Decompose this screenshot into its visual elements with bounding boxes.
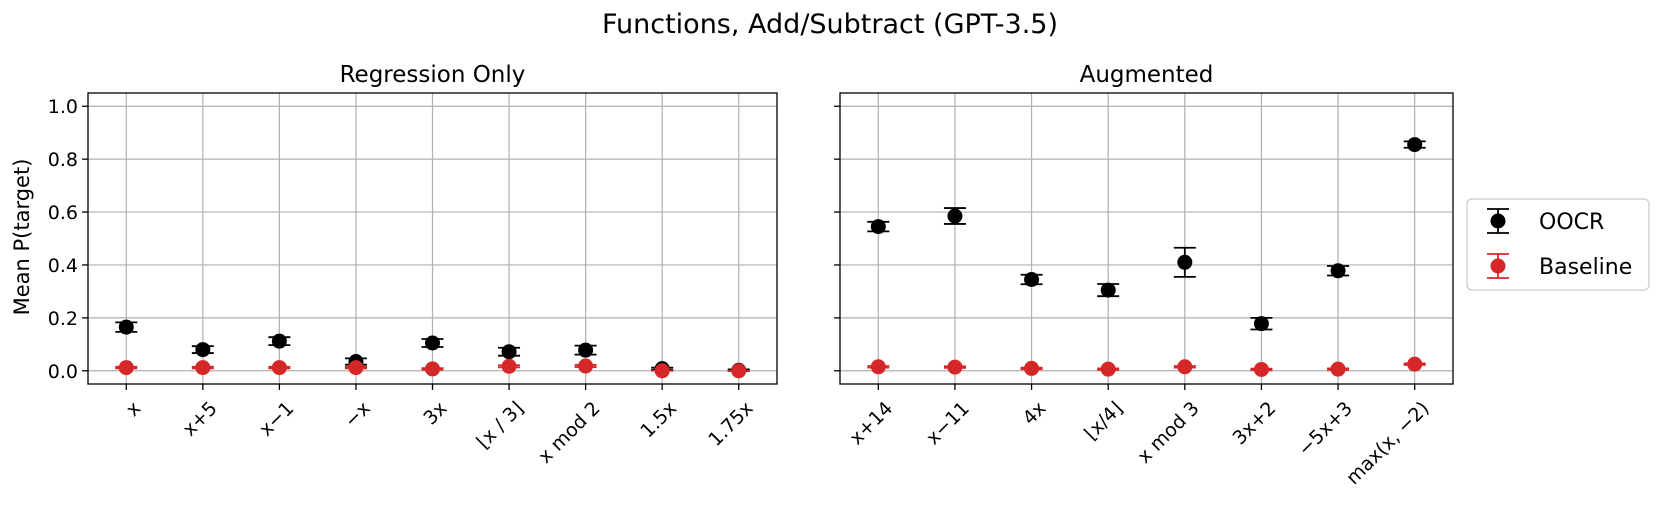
x-tick-label: x mod 2 (534, 397, 604, 467)
data-point (501, 358, 517, 374)
x-tick-label: 3x (419, 397, 451, 429)
data-point (1407, 356, 1423, 372)
series-oocr (867, 137, 1426, 332)
x-tick-label: −5x+3 (1294, 397, 1357, 460)
x-tick-label: x+14 (845, 397, 897, 449)
data-point (1177, 359, 1193, 375)
legend-label: Baseline (1539, 255, 1632, 280)
y-tick-label: 0.4 (48, 255, 78, 277)
data-point (1024, 360, 1040, 376)
x-tick-label: ⌊x / 3⌋ (472, 397, 528, 453)
data-point (1253, 316, 1269, 332)
data-point (1024, 272, 1040, 288)
data-point (654, 363, 670, 379)
y-tick-label: 0.2 (48, 308, 78, 330)
data-point (271, 333, 287, 349)
y-tick-label: 0.8 (48, 149, 78, 171)
data-point (870, 219, 886, 235)
data-point (1177, 254, 1193, 270)
y-tick-label: 0.0 (48, 361, 78, 383)
x-tick-label: x−1 (255, 397, 298, 440)
data-point (348, 360, 364, 376)
legend-entry-oocr: OOCR (1487, 208, 1604, 235)
x-tick-label: x (122, 397, 146, 421)
data-point (271, 360, 287, 376)
legend-label: OOCR (1539, 210, 1604, 235)
data-point (1330, 263, 1346, 279)
panel-0: Regression Only 0.0 0.2 0.4 0.6 0.8 1.0 x x+5 x−1… (48, 62, 778, 468)
panels: Regression Only 0.0 0.2 0.4 0.6 0.8 1.0 x x+5 x−1… (48, 62, 1454, 489)
series-baseline (867, 356, 1426, 377)
data-point (195, 342, 211, 358)
x-tick-label: 1.5x (636, 397, 681, 442)
data-point (578, 358, 594, 374)
plot-frame (87, 92, 778, 385)
y-tick-label: 1.0 (48, 96, 78, 118)
x-tick-label: 4x (1018, 397, 1050, 429)
legend-marker (1490, 258, 1506, 274)
data-point (118, 360, 134, 376)
x-tick-label: x mod 3 (1133, 397, 1203, 467)
data-point (1100, 361, 1116, 377)
data-point (425, 335, 440, 351)
x-tick-label: max(x, −2) (1342, 397, 1434, 489)
data-point (1330, 361, 1346, 377)
x-tick-label: 1.75x (704, 397, 757, 450)
data-point (1100, 282, 1116, 298)
legend: OOCR Baseline (1466, 198, 1650, 291)
x-tick-label: x+5 (178, 397, 221, 440)
x-tick-label: ⌊x/4⌋ (1080, 397, 1127, 444)
panel-title: Augmented (1080, 62, 1214, 88)
y-axis-label: Mean P(target) (10, 159, 34, 316)
data-point (118, 319, 134, 335)
y-tick-label: 0.6 (48, 202, 78, 224)
legend-entry-baseline: Baseline (1487, 253, 1632, 280)
data-point (870, 359, 886, 375)
legend-marker (1490, 213, 1506, 229)
legend-box (1466, 198, 1650, 291)
x-tick-label: x−11 (922, 397, 974, 449)
data-point (195, 360, 211, 376)
data-point (578, 342, 594, 358)
data-point (947, 208, 963, 224)
series-baseline (115, 358, 750, 379)
data-point (1253, 361, 1269, 377)
data-point (731, 363, 747, 379)
data-point (425, 361, 440, 377)
plot-frame (839, 92, 1454, 385)
x-tick-label: 3x+2 (1229, 397, 1281, 449)
data-point (501, 344, 517, 360)
data-point (1407, 137, 1423, 153)
data-point (947, 359, 963, 375)
panel-1: Augmented x+14 x−11 4x ⌊x/4⌋ x mod 3 3x+2 −5x+3… (834, 62, 1454, 489)
panel-title: Regression Only (340, 62, 526, 88)
x-tick-label: −x (340, 397, 375, 432)
chart-title: Functions, Add/Subtract (GPT-3.5) (602, 9, 1058, 40)
